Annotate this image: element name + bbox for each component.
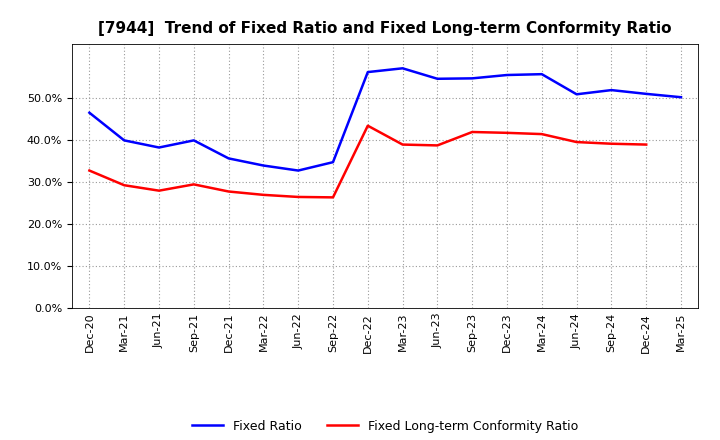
- Fixed Long-term Conformity Ratio: [328, 195, 337, 200]
- Fixed Long-term Conformity Ratio: [294, 194, 302, 200]
- Fixed Ratio: [607, 88, 616, 93]
- Fixed Ratio: [468, 76, 477, 81]
- Fixed Ratio: [120, 138, 129, 143]
- Fixed Ratio: [398, 66, 407, 71]
- Line: Fixed Ratio: Fixed Ratio: [89, 68, 681, 171]
- Fixed Long-term Conformity Ratio: [120, 183, 129, 188]
- Fixed Long-term Conformity Ratio: [364, 123, 372, 128]
- Fixed Ratio: [433, 76, 442, 81]
- Fixed Long-term Conformity Ratio: [85, 168, 94, 173]
- Title: [7944]  Trend of Fixed Ratio and Fixed Long-term Conformity Ratio: [7944] Trend of Fixed Ratio and Fixed Lo…: [99, 21, 672, 36]
- Fixed Long-term Conformity Ratio: [642, 142, 651, 147]
- Fixed Ratio: [155, 145, 163, 150]
- Fixed Long-term Conformity Ratio: [155, 188, 163, 193]
- Line: Fixed Long-term Conformity Ratio: Fixed Long-term Conformity Ratio: [89, 126, 647, 198]
- Fixed Long-term Conformity Ratio: [189, 182, 198, 187]
- Fixed Ratio: [189, 138, 198, 143]
- Fixed Ratio: [85, 110, 94, 115]
- Fixed Ratio: [225, 156, 233, 161]
- Fixed Ratio: [503, 72, 511, 77]
- Fixed Long-term Conformity Ratio: [398, 142, 407, 147]
- Fixed Ratio: [294, 168, 302, 173]
- Fixed Ratio: [537, 72, 546, 77]
- Fixed Long-term Conformity Ratio: [503, 130, 511, 136]
- Fixed Ratio: [364, 70, 372, 75]
- Fixed Ratio: [642, 91, 651, 96]
- Fixed Long-term Conformity Ratio: [433, 143, 442, 148]
- Fixed Long-term Conformity Ratio: [572, 139, 581, 145]
- Fixed Long-term Conformity Ratio: [259, 192, 268, 198]
- Fixed Ratio: [572, 92, 581, 97]
- Fixed Long-term Conformity Ratio: [537, 132, 546, 137]
- Fixed Long-term Conformity Ratio: [607, 141, 616, 147]
- Fixed Ratio: [677, 95, 685, 100]
- Fixed Long-term Conformity Ratio: [225, 189, 233, 194]
- Fixed Ratio: [259, 163, 268, 168]
- Fixed Ratio: [328, 160, 337, 165]
- Fixed Long-term Conformity Ratio: [468, 129, 477, 135]
- Legend: Fixed Ratio, Fixed Long-term Conformity Ratio: Fixed Ratio, Fixed Long-term Conformity …: [187, 414, 583, 437]
